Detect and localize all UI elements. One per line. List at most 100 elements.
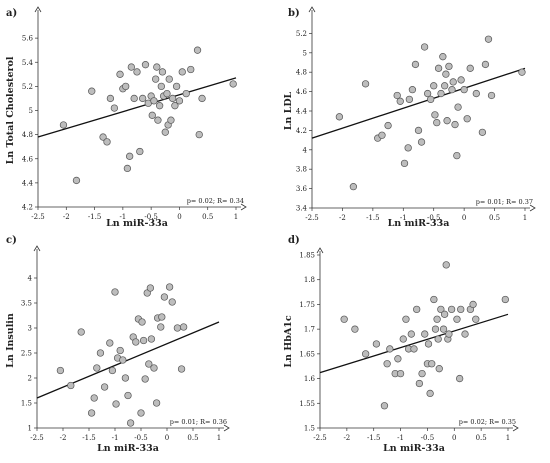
data-point xyxy=(453,315,461,323)
y-tick-label: 2 xyxy=(28,375,32,383)
y-tick-label: 5 xyxy=(29,107,33,115)
y-axis-arrow xyxy=(308,6,316,13)
panel-1: -2.5 -2 -1.5 -1 -0.5 0 0.5 1 4.2 4.4 4.6 4.8 5 5.2 5.4… xyxy=(5,6,247,229)
stats-annotation: p= 0.01; R= 0.36 xyxy=(170,418,227,426)
data-point xyxy=(454,103,462,111)
x-tick-label: -1.5 xyxy=(367,434,381,442)
y-tick-label: 3.4 xyxy=(296,205,308,213)
y-tick-label: 3 xyxy=(28,325,32,333)
data-point xyxy=(431,111,439,119)
y-tick-label: 1.85 xyxy=(299,252,315,260)
data-point xyxy=(195,130,203,139)
data-point xyxy=(434,64,443,72)
data-point xyxy=(423,89,432,98)
x-tick-label: -1 xyxy=(119,213,126,221)
data-point xyxy=(437,305,445,314)
x-tick-label: 0 xyxy=(165,434,169,442)
data-point xyxy=(155,102,164,110)
data-point xyxy=(112,400,120,408)
x-tick-label: -1.5 xyxy=(88,213,102,221)
data-point xyxy=(146,284,155,292)
x-tick-label: -0.5 xyxy=(427,214,441,222)
data-point xyxy=(126,419,135,427)
y-tick-label: 1.8 xyxy=(304,276,315,284)
data-point xyxy=(457,305,465,314)
data-point xyxy=(106,339,114,347)
data-point xyxy=(430,82,438,90)
x-tick-label: -2 xyxy=(60,434,67,442)
data-point xyxy=(340,315,348,323)
data-point xyxy=(193,46,202,54)
x-tick-label: 1 xyxy=(217,434,221,442)
data-point xyxy=(411,60,420,69)
data-point xyxy=(77,328,85,336)
y-axis-arrow xyxy=(34,6,42,13)
data-point xyxy=(147,335,156,343)
stats-annotation: p= 0.01; R= 0.37 xyxy=(476,198,533,206)
data-point xyxy=(400,159,409,168)
data-point xyxy=(413,305,421,314)
data-point xyxy=(141,61,150,69)
x-tick-label: 1 xyxy=(234,213,238,221)
x-axis-arrow xyxy=(223,424,230,432)
y-axis-title: Ln LDL xyxy=(283,91,294,130)
y-tick-label: 5.2 xyxy=(296,30,307,38)
data-point xyxy=(158,68,167,76)
data-point xyxy=(161,128,169,136)
data-point xyxy=(175,97,184,105)
data-point xyxy=(139,336,148,345)
data-point xyxy=(393,91,401,100)
data-point xyxy=(106,94,115,103)
data-point xyxy=(168,94,177,103)
data-point xyxy=(167,116,175,124)
data-point xyxy=(130,94,138,103)
data-point xyxy=(168,298,176,306)
x-tick-label: 1 xyxy=(523,214,527,222)
data-point xyxy=(457,76,465,84)
panel-3: -2.5 -2 -1.5 -1 -0.5 0 0.5 1 1 1.5 2 2.5 3 3.5 4 c) p= 0… xyxy=(5,235,230,454)
data-point xyxy=(407,330,415,338)
data-point xyxy=(67,381,75,390)
regression-line xyxy=(319,313,509,374)
data-point xyxy=(116,70,124,78)
x-axis-arrow xyxy=(240,203,247,211)
data-point xyxy=(123,164,132,173)
y-tick-label: 5.2 xyxy=(22,83,33,91)
data-point xyxy=(153,63,161,71)
data-point xyxy=(165,283,174,291)
data-point xyxy=(518,68,526,76)
y-axis-title: Ln Total Cholesterol xyxy=(5,56,16,164)
y-tick-label: 1.5 xyxy=(21,400,32,408)
x-tick-label: 1 xyxy=(506,434,510,442)
data-point xyxy=(386,345,394,353)
x-tick-label: 0 xyxy=(462,214,466,222)
data-point xyxy=(431,325,440,333)
y-axis-title: Ln HbA1c xyxy=(283,315,294,367)
data-point xyxy=(448,86,456,94)
data-point xyxy=(163,89,171,98)
y-tick-label: 1.65 xyxy=(299,350,315,358)
data-point xyxy=(150,97,158,105)
data-point xyxy=(469,300,477,309)
regression-line xyxy=(37,77,237,138)
data-point xyxy=(137,409,145,417)
data-point xyxy=(399,335,407,343)
data-point xyxy=(472,315,480,323)
data-point xyxy=(122,82,130,91)
data-point xyxy=(372,340,381,348)
x-tick-label: -1 xyxy=(112,434,119,442)
y-axis-arrow xyxy=(33,245,41,252)
panel-letter: c) xyxy=(6,235,17,246)
data-point xyxy=(136,147,144,156)
data-point xyxy=(187,65,195,74)
data-point xyxy=(111,288,119,296)
data-point xyxy=(349,183,358,191)
data-point xyxy=(472,89,480,98)
stats-annotation: p= 0.02; R= 0.35 xyxy=(459,418,516,426)
data-point xyxy=(138,318,146,326)
data-point xyxy=(103,138,111,146)
data-point xyxy=(90,394,98,402)
y-tick-label: 4.2 xyxy=(296,127,307,135)
data-point xyxy=(396,369,405,378)
